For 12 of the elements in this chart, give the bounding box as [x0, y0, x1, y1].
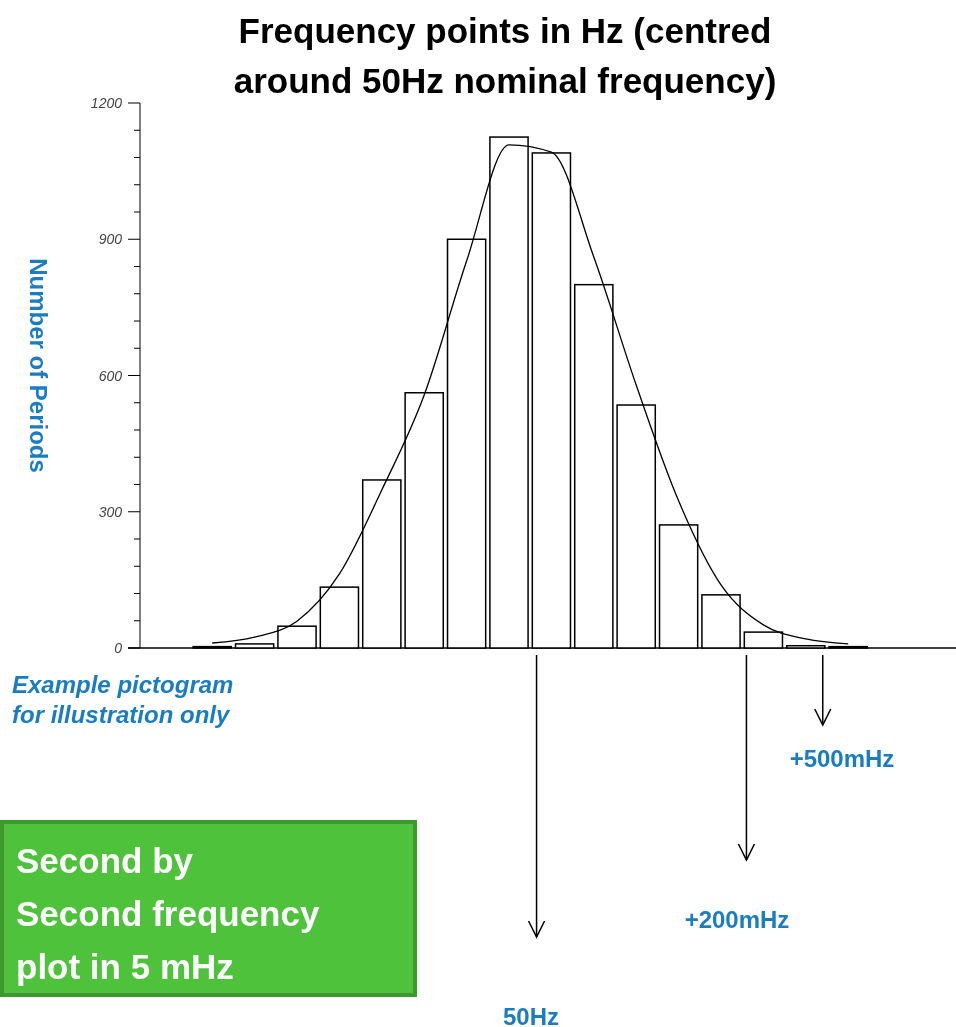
y-tick-label: 300 [98, 503, 123, 520]
y-axis-title: Number of Periods [25, 258, 52, 473]
y-tick-label: 900 [98, 231, 123, 248]
text: Example pictogram for illustration only [12, 671, 234, 728]
text: Second by Second frequency plot in 5 mHz [16, 841, 320, 986]
y-tick-label: 0 [114, 640, 123, 656]
text: +200mHz [684, 906, 790, 933]
chart-title: Frequency points in Hz (centred around 50Hz nominal frequency) [233, 11, 777, 100]
text: 50Hz [502, 1003, 560, 1027]
y-tick-label: 600 [98, 367, 123, 384]
text: +500mHz [789, 745, 895, 772]
y-tick-label: 1200 [90, 95, 123, 111]
